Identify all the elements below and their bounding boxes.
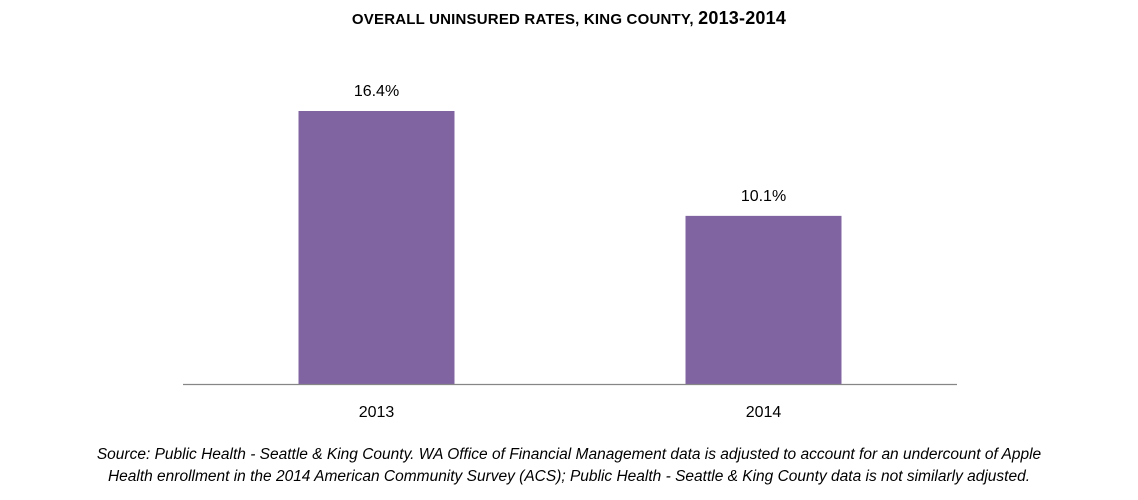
bars-layer (298, 111, 842, 384)
footnote-line-2: Health enrollment in the 2014 American C… (107, 468, 1031, 485)
chart-title-years: 2013-2014 (698, 8, 787, 28)
data-label-2014: 10.1% (741, 188, 786, 205)
bar-2014 (685, 215, 842, 384)
bar-2013 (298, 111, 455, 384)
source-footnote: Source: Public Health - Seattle & King C… (0, 444, 1138, 488)
labels-layer: 16.4% 2013 10.1% 2014 (354, 83, 786, 421)
x-tick-label-2014: 2014 (746, 404, 782, 421)
chart-title: OVERALL UNINSURED RATES, KING COUNTY, 20… (0, 8, 1138, 29)
data-label-2013: 16.4% (354, 83, 399, 100)
footnote-line-1: Source: Public Health - Seattle & King C… (96, 446, 1042, 463)
chart-title-text: OVERALL UNINSURED RATES, KING COUNTY, (351, 11, 694, 28)
bar-chart: 16.4% 2013 10.1% 2014 (183, 83, 957, 421)
x-tick-label-2013: 2013 (359, 404, 395, 421)
